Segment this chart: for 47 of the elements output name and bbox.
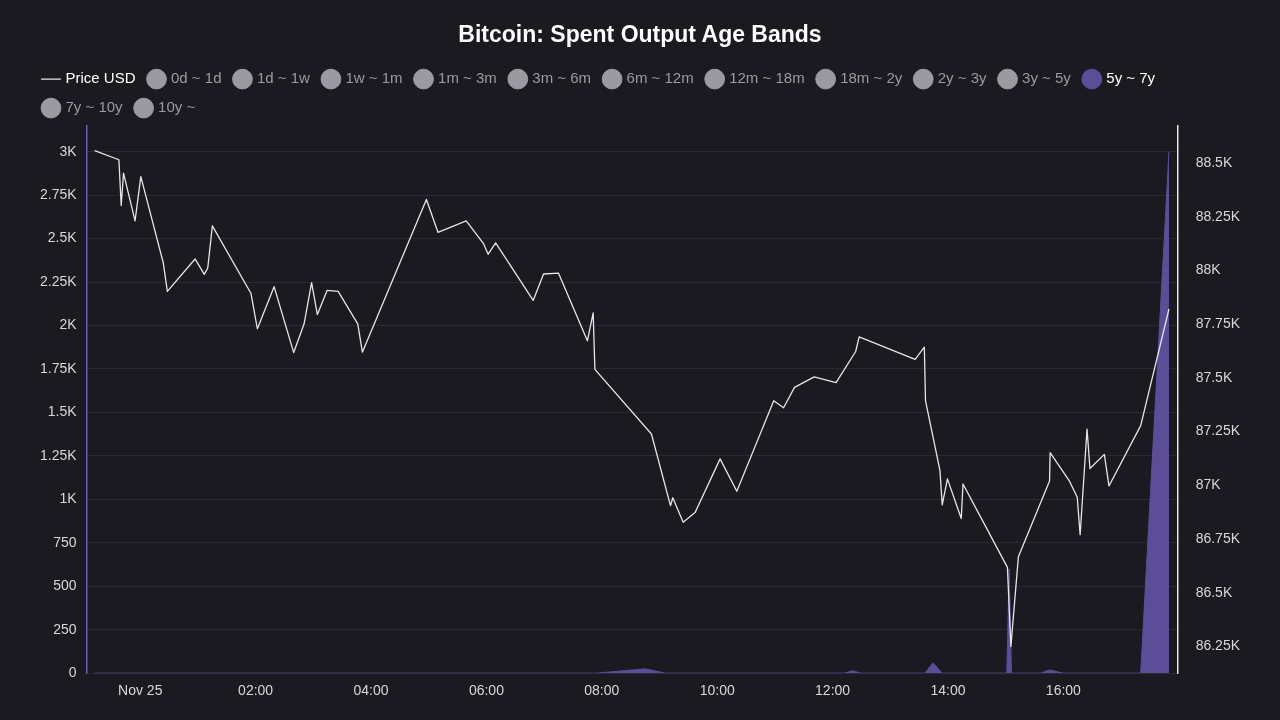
x-tick-label: 04:00 bbox=[353, 682, 389, 699]
legend-label: 3m ~ 6m bbox=[532, 69, 592, 87]
y-tick-label: 1K bbox=[59, 490, 78, 507]
y2-tick-label: 88.5K bbox=[1195, 154, 1233, 171]
y-tick-label: 250 bbox=[53, 620, 77, 637]
y2-tick-label: 86.25K bbox=[1195, 637, 1241, 654]
legend-label: 1w ~ 1m bbox=[345, 69, 403, 87]
legend-label: 18m ~ 2y bbox=[840, 69, 903, 87]
y-tick-label: 2K bbox=[59, 316, 78, 333]
x-tick-label: 12:00 bbox=[815, 682, 851, 699]
y-tick-label: 500 bbox=[53, 577, 77, 594]
legend-label: 1m ~ 3m bbox=[438, 69, 497, 87]
x-tick-label: 08:00 bbox=[584, 682, 620, 699]
y-tick-label: 2.75K bbox=[39, 186, 78, 202]
y-tick-label: 1.5K bbox=[47, 403, 78, 420]
legend-label: 0d ~ 1d bbox=[171, 69, 222, 87]
y2-tick-label: 87.75K bbox=[1195, 315, 1241, 332]
y2-tick-label: 87K bbox=[1195, 476, 1222, 493]
y2-tick-label: 88K bbox=[1195, 261, 1222, 278]
legend-label: 1d ~ 1w bbox=[256, 69, 311, 87]
y-tick-label: 3K bbox=[59, 142, 78, 159]
y2-tick-label: 87.5K bbox=[1195, 368, 1233, 385]
chart-title: Bitcoin: Spent Output Age Bands bbox=[458, 21, 822, 48]
legend-label: 6m ~ 12m bbox=[626, 69, 694, 87]
y2-tick-label: 86.5K bbox=[1195, 583, 1233, 600]
y-tick-label: 0 bbox=[68, 664, 77, 681]
legend-label: 5y ~ 7y bbox=[1106, 69, 1156, 87]
y2-tick-label: 86.75K bbox=[1195, 529, 1241, 546]
y2-tick-label: 88.25K bbox=[1195, 207, 1241, 224]
legend-label: 2y ~ 3y bbox=[937, 69, 988, 87]
y-tick-label: 1.75K bbox=[39, 359, 78, 376]
y-tick-label: 1.25K bbox=[39, 446, 78, 463]
legend-label: 7y ~ 10y bbox=[65, 98, 124, 116]
y-tick-label: 750 bbox=[53, 533, 77, 550]
x-tick-label: 02:00 bbox=[238, 682, 274, 699]
x-tick-label: 10:00 bbox=[699, 682, 735, 699]
legend-label: 12m ~ 18m bbox=[729, 69, 805, 87]
x-tick-label: Nov 25 bbox=[118, 682, 163, 699]
y2-tick-label: 87.25K bbox=[1195, 422, 1241, 439]
x-tick-label: 06:00 bbox=[468, 682, 505, 699]
legend-label: Price USD bbox=[65, 69, 136, 87]
legend-label: 10y ~ bbox=[158, 98, 196, 116]
y-tick-label: 2.25K bbox=[39, 272, 78, 289]
x-tick-label: 14:00 bbox=[930, 682, 966, 699]
x-tick-label: 16:00 bbox=[1045, 682, 1082, 699]
legend-label: 3y ~ 5y bbox=[1022, 69, 1072, 87]
y-tick-label: 2.5K bbox=[47, 229, 78, 246]
